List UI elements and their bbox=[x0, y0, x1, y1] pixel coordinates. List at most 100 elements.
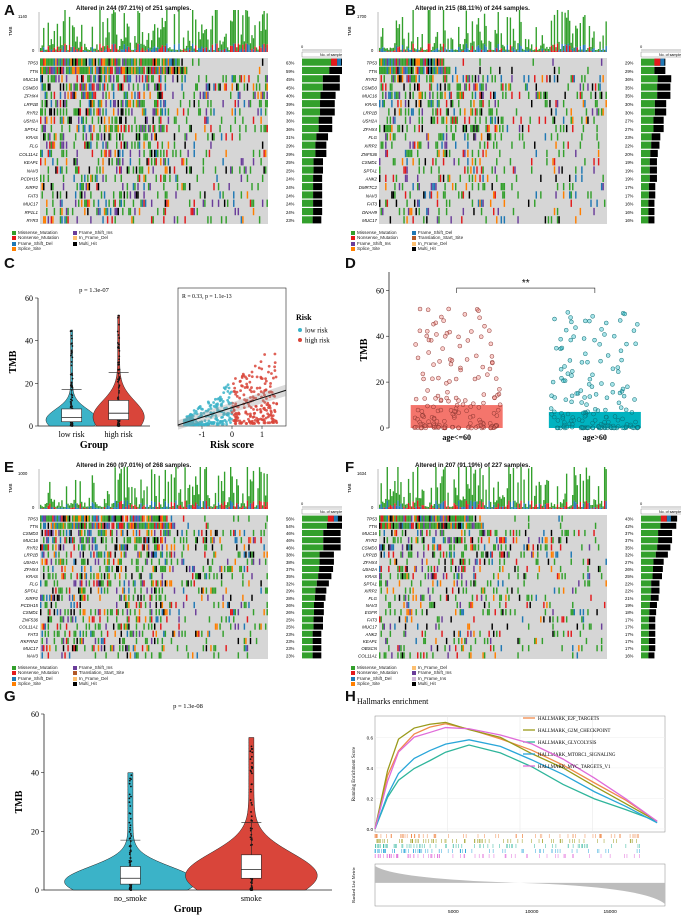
tmb-bar bbox=[222, 41, 224, 50]
mutation-cell bbox=[544, 594, 547, 601]
mutation-cell bbox=[74, 558, 77, 565]
tmb-bar-segment bbox=[170, 51, 173, 52]
mutation-cell bbox=[240, 216, 243, 224]
mutation-cell bbox=[389, 83, 392, 91]
tmb-bar-segment bbox=[134, 504, 136, 509]
gene-label: FLG bbox=[29, 581, 38, 586]
mutation-cell bbox=[90, 522, 92, 529]
mutation-cell bbox=[82, 116, 85, 124]
mutation-cell bbox=[46, 207, 48, 216]
mutation-cell bbox=[266, 83, 268, 91]
tmb-bar bbox=[56, 505, 59, 509]
mutation-cell bbox=[58, 522, 60, 529]
mutation-cell bbox=[249, 630, 252, 637]
mutation-cell bbox=[594, 91, 597, 99]
tmb-bar bbox=[88, 49, 91, 52]
mutation-cell bbox=[173, 116, 176, 124]
mutation-cell bbox=[70, 573, 72, 580]
tmb-bar bbox=[231, 21, 233, 46]
mutation-cell bbox=[228, 616, 230, 623]
mutation-cell bbox=[562, 100, 565, 108]
mutation-cell bbox=[558, 537, 560, 544]
mutation-cell bbox=[96, 108, 98, 116]
tmb-bar-segment bbox=[143, 505, 145, 509]
tmb-bar bbox=[435, 36, 437, 49]
mutation-cell bbox=[195, 544, 197, 551]
mutation-cell bbox=[103, 522, 106, 529]
gene-percent: 24% bbox=[286, 177, 295, 182]
tmb-bar bbox=[421, 489, 423, 506]
mutation-cell bbox=[562, 587, 565, 594]
mutation-cell bbox=[379, 529, 381, 537]
tmb-bar bbox=[581, 49, 583, 52]
mutation-cell bbox=[383, 537, 386, 544]
mutation-cell bbox=[264, 166, 267, 174]
mutation-cell bbox=[255, 83, 258, 91]
mutation-cell bbox=[53, 609, 56, 616]
sample-count-bar-multi bbox=[651, 580, 660, 587]
mutation-cell bbox=[264, 149, 267, 158]
tmb-bar bbox=[605, 469, 607, 502]
tmb-bar bbox=[400, 482, 402, 504]
tmb-bar bbox=[493, 49, 495, 52]
mutation-cell bbox=[499, 537, 501, 544]
mutation-cell bbox=[445, 133, 448, 141]
mutation-cell bbox=[144, 75, 147, 83]
gene-percent: 19% bbox=[625, 603, 634, 608]
mutation-cell bbox=[468, 623, 471, 630]
mutation-cell bbox=[106, 207, 109, 216]
mutation-cell bbox=[230, 529, 232, 537]
mutation-cell bbox=[461, 565, 463, 573]
sample-count-bar-multi bbox=[648, 623, 656, 630]
tmb-bar-segment bbox=[561, 507, 563, 509]
mutation-cell bbox=[137, 100, 139, 108]
tmb-bar-segment bbox=[149, 51, 151, 52]
mutation-cell bbox=[167, 529, 170, 537]
mutation-cell bbox=[146, 133, 148, 141]
mutation-cell bbox=[117, 149, 119, 158]
tmb-bar-segment bbox=[561, 43, 563, 52]
mutation-cell bbox=[44, 522, 47, 529]
mutation-cell bbox=[108, 522, 110, 529]
mutation-cell bbox=[81, 573, 83, 580]
tmb-bar bbox=[252, 38, 255, 50]
mutation-cell bbox=[85, 515, 88, 522]
mutation-cell bbox=[464, 149, 466, 158]
mutation-cell bbox=[445, 522, 448, 529]
mutation-cell bbox=[47, 66, 50, 75]
mutation-cell bbox=[213, 652, 215, 659]
tmb-bar bbox=[412, 10, 414, 44]
mutation-cell bbox=[170, 522, 173, 529]
mutation-cell bbox=[386, 537, 389, 544]
mutation-cell bbox=[119, 623, 121, 630]
tmb-bar-segment bbox=[47, 505, 49, 509]
mutation-cell bbox=[394, 191, 396, 199]
tmb-bar-segment bbox=[413, 507, 416, 509]
mutation-cell bbox=[599, 83, 601, 91]
mutation-cell bbox=[543, 529, 545, 537]
tmb-bar-segment bbox=[266, 501, 268, 509]
mutation-cell bbox=[160, 565, 162, 573]
mutation-cell bbox=[243, 544, 246, 551]
mutation-cell bbox=[128, 645, 130, 652]
mutation-cell bbox=[82, 522, 85, 529]
mutation-cell bbox=[138, 141, 141, 149]
sample-count-bar-multi bbox=[313, 174, 323, 182]
mutation-cell bbox=[395, 558, 398, 565]
legend-label: Frame_Shift_Ins bbox=[357, 240, 391, 246]
mutation-cell bbox=[64, 565, 66, 573]
mutation-cell bbox=[50, 141, 53, 149]
mutation-cell bbox=[426, 609, 428, 616]
mutation-cell bbox=[421, 124, 424, 133]
mutation-cell bbox=[154, 551, 156, 558]
mutation-cell bbox=[97, 58, 100, 66]
mutation-cell bbox=[116, 133, 118, 141]
tmb-bar bbox=[231, 476, 233, 503]
mutation-cell bbox=[380, 630, 382, 637]
mutation-cell bbox=[116, 565, 118, 573]
mutation-cell bbox=[426, 207, 428, 216]
mutation-cell bbox=[523, 573, 525, 580]
mutation-cell bbox=[132, 199, 135, 207]
mutation-cell bbox=[131, 558, 133, 565]
